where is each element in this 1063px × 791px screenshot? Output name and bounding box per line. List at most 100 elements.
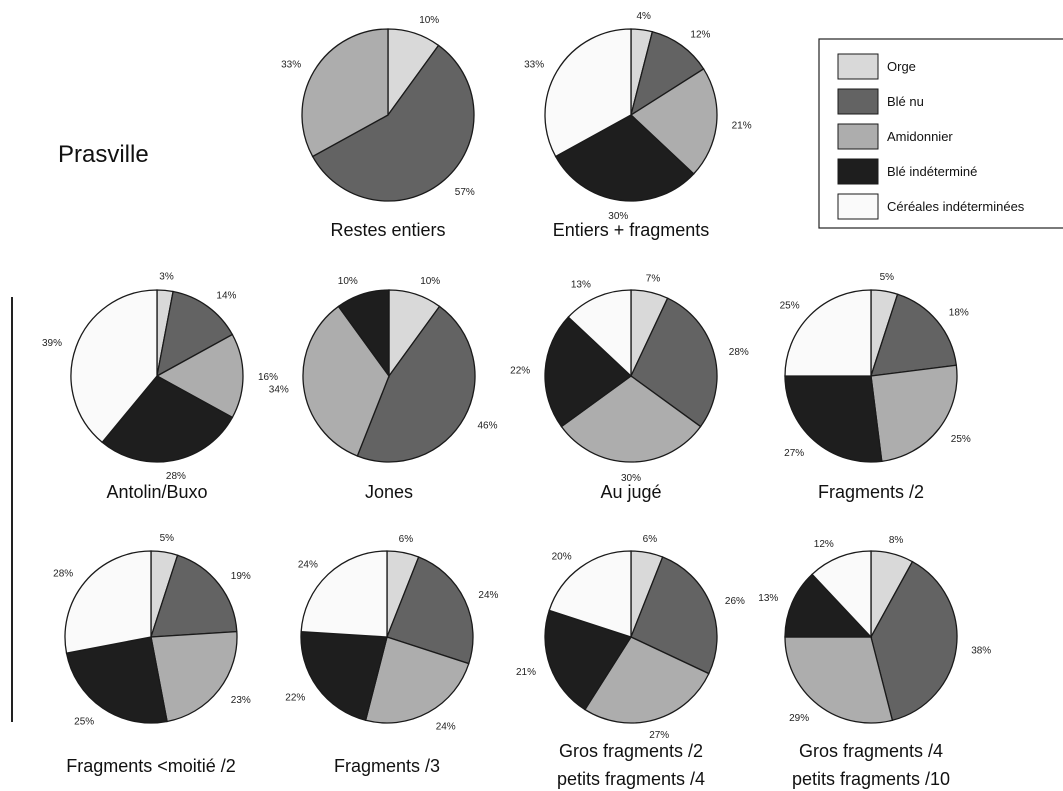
legend-item-orge: Orge	[837, 53, 916, 80]
slice-amidonnier	[302, 305, 390, 457]
slice-amidonnier	[301, 28, 389, 158]
slice-percent-label: 46%	[478, 421, 498, 432]
slice-percent-label: 25%	[951, 434, 971, 445]
legend-item-amidonnier: Amidonnier	[837, 123, 953, 150]
slice-ble-nu	[630, 556, 718, 675]
slice-percent-label: 6%	[643, 534, 658, 545]
pie-title: Fragments <moitié /2	[66, 756, 236, 776]
slice-amidonnier	[150, 630, 238, 723]
pie-title: Fragments /3	[334, 756, 440, 776]
slice-percent-label: 29%	[789, 713, 809, 724]
slice-percent-label: 19%	[231, 571, 251, 582]
legend-swatch	[837, 193, 879, 220]
slice-percent-label: 5%	[880, 272, 895, 283]
slice-percent-label: 5%	[160, 533, 175, 544]
pie-title: Antolin/Buxo	[106, 482, 207, 502]
slice-cereales-indeterminees	[64, 550, 152, 654]
slice-percent-label: 16%	[258, 372, 278, 383]
slice-percent-label: 39%	[42, 338, 62, 349]
slice-cereales-indeterminees	[544, 28, 632, 158]
slice-percent-label: 10%	[338, 276, 358, 287]
legend-swatch	[837, 158, 879, 185]
slice-amidonnier	[364, 636, 470, 724]
slice-percent-label: 27%	[784, 448, 804, 459]
pie-au-juge: 7% 28% 30% 22% 13% Au jugé	[510, 273, 749, 502]
legend-swatch	[837, 88, 879, 115]
slice-percent-label: 10%	[419, 15, 439, 26]
slice-ble-indetermine	[544, 609, 632, 711]
slice-ble-nu	[870, 560, 958, 722]
pie-entiers-fragments: 4% 12% 21% 30% 33% Entiers + fragments	[524, 11, 752, 240]
pie-fragments-3: 6% 24% 24% 22% 24% Fragments /3	[285, 534, 498, 776]
pie-fragments-2: 5% 18% 25% 27% 25% Fragments /2	[780, 272, 971, 502]
slice-ble-indetermine	[784, 573, 873, 638]
pie-title: petits fragments /10	[792, 769, 950, 789]
slice-percent-label: 21%	[516, 667, 536, 678]
slice-percent-label: 22%	[510, 366, 530, 377]
slice-percent-label: 4%	[636, 11, 651, 22]
legend-label: Orge	[887, 59, 916, 74]
slice-percent-label: 57%	[455, 187, 475, 198]
slice-percent-label: 34%	[269, 385, 289, 396]
slice-percent-label: 18%	[949, 308, 969, 319]
slice-percent-label: 7%	[646, 273, 661, 284]
slice-percent-label: 33%	[281, 60, 301, 71]
slice-amidonnier	[155, 333, 244, 419]
pie-jones: 10% 46% 34% 10% Jones	[269, 276, 498, 502]
slice-percent-label: 33%	[524, 60, 544, 71]
legend-label: Céréales indéterminées	[887, 199, 1025, 214]
legend: Orge Blé nu Amidonnier Blé indéterminé Céréa…	[818, 38, 1063, 229]
slice-percent-label: 30%	[608, 211, 628, 222]
pie-title: Gros fragments /2	[559, 741, 703, 761]
slice-percent-label: 13%	[758, 593, 778, 604]
slice-ble-indetermine	[65, 636, 168, 724]
slice-percent-label: 24%	[478, 590, 498, 601]
legend-label: Blé indéterminé	[887, 164, 977, 179]
slice-cereales-indeterminees	[300, 550, 388, 638]
slice-ble-nu	[311, 44, 475, 202]
slice-ble-nu	[156, 290, 234, 378]
slice-percent-label: 23%	[231, 695, 251, 706]
site-label: Prasville	[58, 141, 149, 168]
slice-percent-label: 26%	[725, 596, 745, 607]
pie-gros-fragments-2-petits-fragments-4: 6% 26% 27% 21% 20% Gros fragments /2 petits fr…	[516, 534, 745, 789]
slice-ble-indetermine	[544, 316, 633, 428]
slice-percent-label: 10%	[420, 276, 440, 287]
slice-ble-nu	[150, 554, 238, 638]
slice-percent-label: 25%	[74, 717, 94, 728]
slice-percent-label: 14%	[216, 290, 236, 301]
slice-ble-nu	[386, 556, 474, 665]
slice-amidonnier	[584, 636, 710, 724]
slice-cereales-indeterminees	[811, 550, 872, 639]
slice-percent-label: 30%	[621, 473, 641, 484]
slice-amidonnier	[870, 364, 958, 463]
slice-percent-label: 25%	[780, 301, 800, 312]
legend-label: Amidonnier	[887, 129, 953, 144]
slice-percent-label: 21%	[732, 121, 752, 132]
legend-label: Blé nu	[887, 94, 924, 109]
legend-item-cereales-indeterminees: Céréales indéterminées	[837, 193, 1025, 220]
pie-title: Gros fragments /4	[799, 741, 943, 761]
pie-gros-fragments-4-petits-fragments-10: 8% 38% 29% 13% 12% Gros fragments /4 petits fr…	[758, 535, 991, 789]
slice-ble-nu	[629, 30, 705, 117]
slice-ble-indetermine	[554, 114, 695, 202]
slice-cereales-indeterminees	[70, 289, 158, 444]
slice-amidonnier	[560, 375, 702, 463]
pie-title: Restes entiers	[330, 220, 445, 240]
slice-ble-nu	[356, 305, 476, 463]
pie-title: Au jugé	[600, 482, 661, 502]
slice-percent-label: 12%	[814, 539, 834, 550]
legend-swatch	[837, 123, 879, 150]
pie-antolin-buxo: 3% 14% 16% 28% 39% Antolin/Buxo	[42, 271, 278, 502]
slice-percent-label: 28%	[729, 347, 749, 358]
slice-percent-label: 24%	[436, 722, 456, 733]
slice-percent-label: 12%	[690, 29, 710, 40]
legend-swatch	[837, 53, 879, 80]
slice-ble-indetermine	[337, 289, 390, 379]
slice-percent-label: 24%	[298, 559, 318, 570]
pie-title: petits fragments /4	[557, 769, 705, 789]
slice-amidonnier	[629, 68, 718, 175]
slice-percent-label: 38%	[971, 646, 991, 657]
slice-ble-nu	[630, 297, 718, 428]
